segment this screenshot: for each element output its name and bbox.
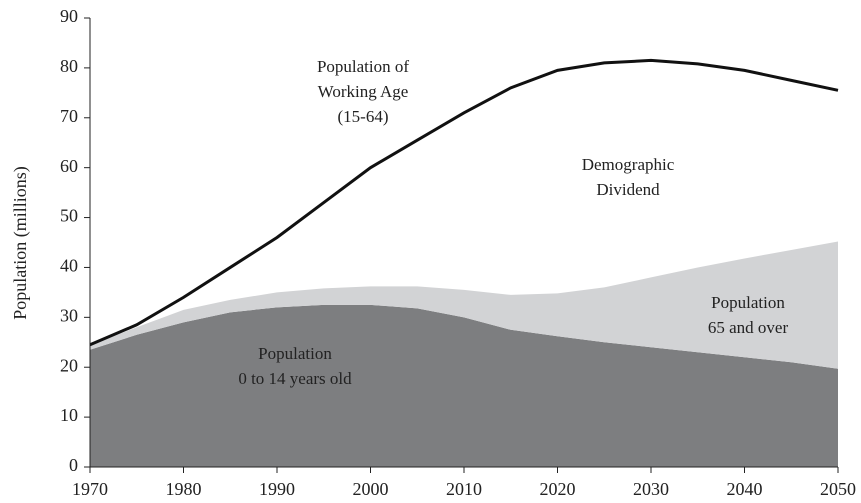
y-tick-label: 60	[60, 156, 78, 176]
x-tick-label: 1990	[259, 479, 295, 499]
annotation: Working Age	[318, 82, 409, 101]
x-tick-label: 2050	[820, 479, 856, 499]
y-tick-label: 40	[60, 256, 78, 276]
x-tick-label: 2010	[446, 479, 482, 499]
y-axis-label: Population (millions)	[10, 166, 31, 320]
x-tick-label: 2020	[540, 479, 576, 499]
x-tick-label: 2040	[727, 479, 763, 499]
x-tick-label: 2000	[353, 479, 389, 499]
area	[90, 304, 838, 467]
x-tick-label: 2030	[633, 479, 669, 499]
annotation: (15-64)	[338, 107, 389, 126]
y-tick-label: 50	[60, 206, 78, 226]
annotation: 0 to 14 years old	[238, 369, 352, 388]
annotation: Population	[711, 293, 785, 312]
y-tick-label: 10	[60, 405, 78, 425]
y-tick-label: 30	[60, 305, 78, 325]
y-tick-label: 70	[60, 106, 78, 126]
y-tick-label: 0	[69, 455, 78, 475]
x-tick-label: 1980	[166, 479, 202, 499]
y-tick-label: 90	[60, 6, 78, 26]
line	[89, 58, 839, 347]
annotation: Population of	[317, 57, 409, 76]
annotation: Demographic	[582, 155, 675, 174]
y-tick-label: 20	[60, 355, 78, 375]
annotation: 65 and over	[708, 318, 789, 337]
annotation: Dividend	[596, 180, 660, 199]
x-tick-label: 1970	[72, 479, 108, 499]
area	[90, 241, 838, 369]
annotation: Population	[258, 344, 332, 363]
y-tick-label: 80	[60, 56, 78, 76]
